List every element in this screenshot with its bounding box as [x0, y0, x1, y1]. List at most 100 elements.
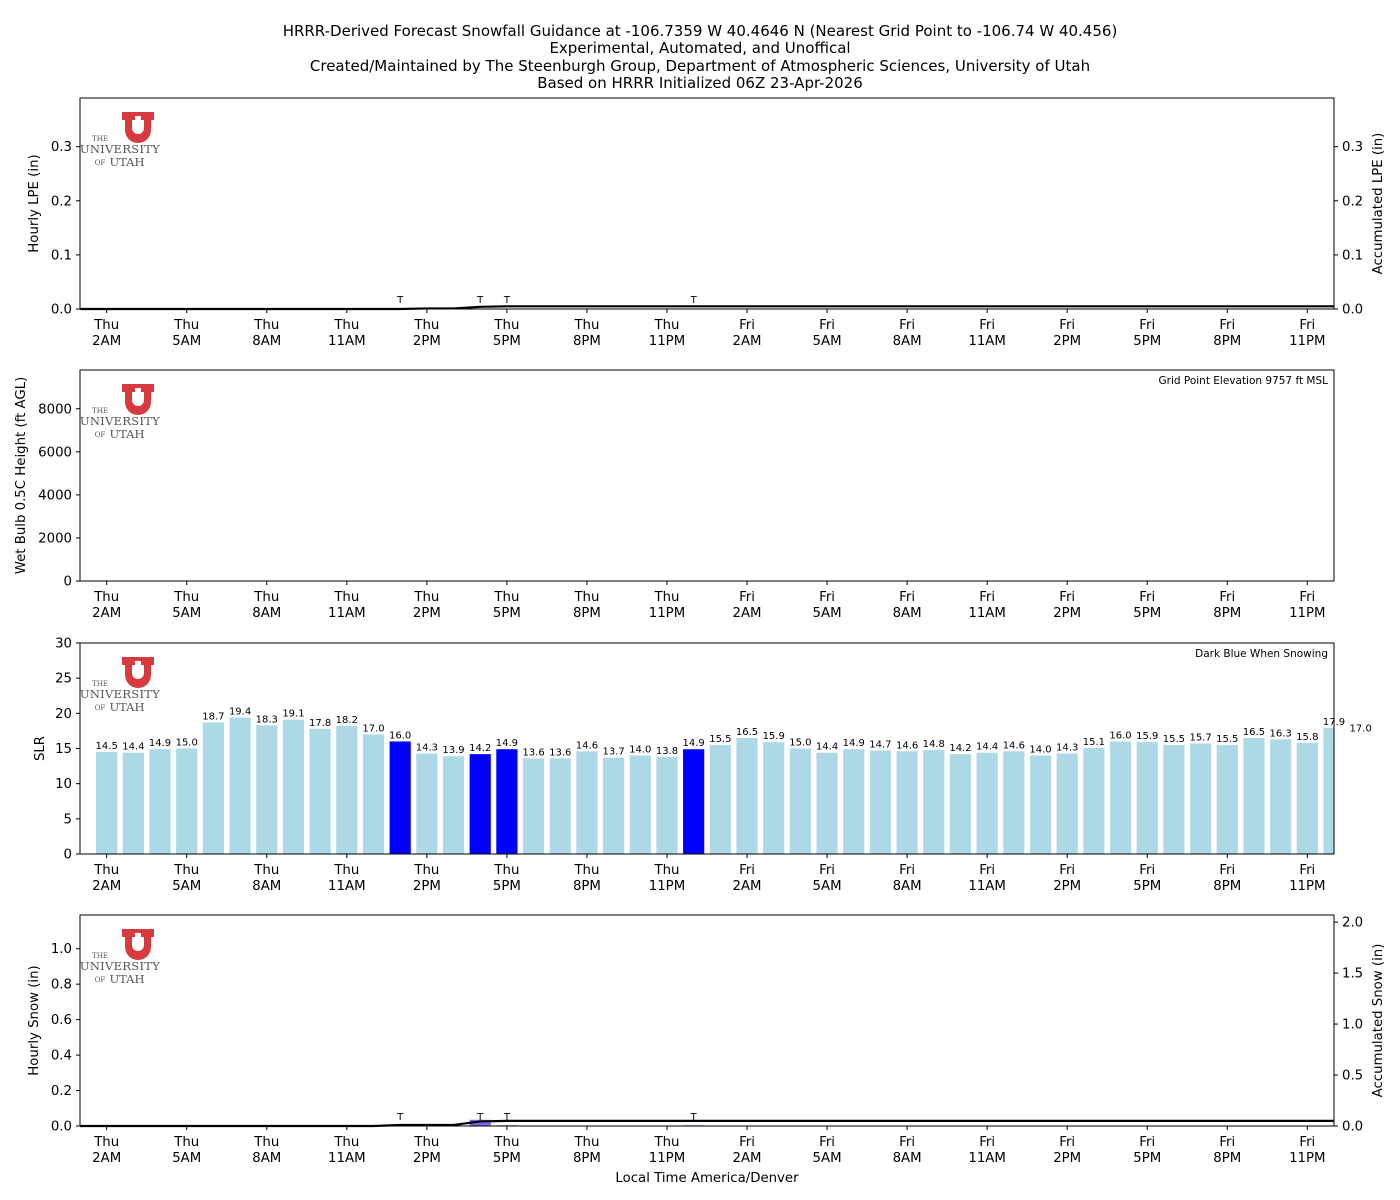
logo-the: THE	[92, 407, 108, 415]
slr-bar	[1270, 739, 1292, 854]
x-tick-day: Thu	[93, 1135, 119, 1150]
slr-bar	[869, 750, 892, 854]
x-tick-time: 11AM	[328, 334, 366, 349]
x-tick-time: 11PM	[649, 879, 685, 894]
x-tick-time: 5PM	[493, 334, 521, 349]
x-tick-day: Thu	[253, 1135, 279, 1150]
slr-bar-label: 14.0	[629, 745, 651, 756]
x-tick-day: Fri	[819, 590, 835, 605]
slr-bar	[896, 751, 918, 854]
x-tick-day: Thu	[333, 590, 359, 605]
x-tick-day: Thu	[253, 863, 279, 878]
y-tick-label: 0.2	[51, 194, 72, 209]
x-tick-time: 8AM	[252, 334, 281, 349]
slr-bar-label: 18.7	[202, 711, 224, 722]
x-tick-day: Fri	[739, 590, 755, 605]
trace-marker: T	[396, 1112, 404, 1123]
slr-bar	[256, 725, 278, 854]
x-tick-time: 8PM	[1213, 334, 1241, 349]
x-tick-time: 11PM	[649, 1151, 685, 1166]
x-tick-time: 2PM	[1053, 334, 1081, 349]
u-serif-left	[122, 112, 135, 120]
x-tick-day: Fri	[739, 863, 755, 878]
slr-bar-label: 14.6	[1003, 740, 1025, 751]
plot-frame	[79, 97, 1335, 310]
slr-bar	[1003, 751, 1025, 854]
x-tick-time: 2AM	[733, 606, 762, 621]
x-tick-day: Thu	[653, 1135, 679, 1150]
u-serif-right	[141, 929, 154, 937]
x-tick-time: 11PM	[1289, 334, 1325, 349]
y-tick-label: 0.8	[51, 978, 72, 993]
x-tick-day: Thu	[333, 1135, 359, 1150]
u-serif-right	[141, 657, 154, 665]
slr-bar-label: 19.1	[282, 709, 304, 720]
slr-bar	[763, 742, 785, 854]
x-tick-day: Thu	[333, 863, 359, 878]
x-tick-time: 8PM	[573, 334, 601, 349]
slr-bar	[496, 749, 518, 854]
y-right-tick-label: 1.5	[1342, 967, 1363, 982]
slr-bar-label: 16.5	[1243, 727, 1265, 738]
slr-bar-label: 14.2	[949, 743, 971, 754]
slr-bar	[683, 749, 705, 854]
y-right-tick-label: 0.5	[1342, 1069, 1363, 1084]
slr-bar-label: 18.3	[256, 714, 278, 725]
slr-bar	[603, 757, 625, 854]
slr-bar-label: 17.8	[309, 718, 331, 729]
x-tick-day: Thu	[493, 863, 519, 878]
slr-bar-label: 14.3	[416, 742, 438, 753]
slr-bar	[282, 719, 305, 854]
x-tick-day: Fri	[1059, 1135, 1075, 1150]
slr-bar-label: 14.9	[683, 738, 705, 749]
x-tick-time: 2AM	[733, 879, 762, 894]
panel-lpe: T T T T 0.0 0.1 0.2 0.3 0.0 0.1 0.2 0.3 Accumulated …	[27, 97, 1386, 349]
trace-marker: T	[396, 295, 404, 306]
x-tick-time: 5PM	[1133, 334, 1161, 349]
slr-bar-label: 18.2	[336, 715, 358, 726]
x-tick-time: 11AM	[968, 606, 1006, 621]
slr-bar-label: 14.9	[149, 738, 171, 749]
x-tick-day: Thu	[493, 590, 519, 605]
x-tick-time: 11PM	[1289, 606, 1325, 621]
trace-marker: T	[503, 295, 511, 306]
x-tick-time: 11AM	[968, 879, 1006, 894]
x-tick-time: 8PM	[573, 1151, 601, 1166]
x-tick-day: Fri	[1059, 590, 1075, 605]
trace-marker: T	[476, 1112, 484, 1123]
x-tick-day: Thu	[573, 1135, 599, 1150]
slr-bar-label: 16.3	[1270, 728, 1292, 739]
slr-bar-label: 15.7	[1189, 733, 1211, 744]
y-tick-label: 20	[55, 707, 72, 722]
title-line-1: HRRR-Derived Forecast Snowfall Guidance …	[283, 22, 1118, 40]
trace-marker: T	[476, 295, 484, 306]
slr-bar-label: 13.6	[522, 747, 544, 758]
slr-bar-label: 15.9	[1136, 731, 1158, 742]
logo-the: THE	[92, 135, 108, 143]
slr-bar	[442, 756, 465, 854]
slr-bar-label: 13.8	[656, 746, 678, 757]
slr-bar-label: 15.5	[1216, 734, 1238, 745]
slr-bar-label: 14.7	[869, 740, 891, 751]
slr-bar-label: 14.4	[976, 742, 998, 753]
slr-bar	[1136, 742, 1158, 854]
x-tick-day: Thu	[173, 590, 199, 605]
x-tick-time: 5AM	[172, 879, 201, 894]
slr-bar	[149, 749, 171, 854]
slr-bar	[96, 752, 118, 854]
slr-bar	[1029, 755, 1052, 854]
slr-bar-label: 16.0	[389, 730, 411, 741]
slr-bar-label: 15.5	[1163, 734, 1185, 745]
panels: T T T T 0.0 0.1 0.2 0.3 0.0 0.1 0.2 0.3 Accumulated …	[14, 97, 1386, 1166]
y-right-tick-label: 0.0	[1342, 303, 1363, 318]
x-tick-day: Fri	[979, 590, 995, 605]
slr-bar-label: 15.5	[709, 734, 731, 745]
x-tick-time: 11AM	[328, 1151, 366, 1166]
x-tick-day: Fri	[979, 863, 995, 878]
x-tick-time: 5AM	[813, 1151, 842, 1166]
x-tick-day: Thu	[93, 318, 119, 333]
x-tick-day: Fri	[899, 318, 915, 333]
x-tick-time: 5AM	[172, 606, 201, 621]
y-tick-label: 2000	[38, 531, 72, 546]
logo-of: OF	[95, 159, 106, 167]
